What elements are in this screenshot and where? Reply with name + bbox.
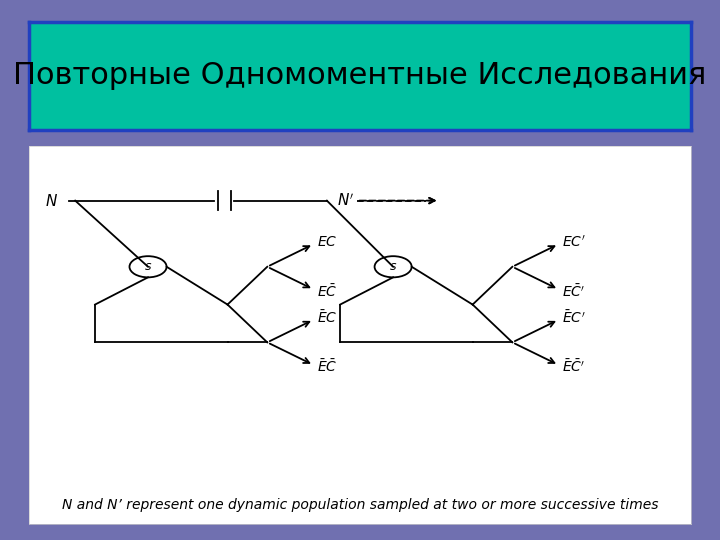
Text: s: s <box>145 260 151 273</box>
Text: N and N’ represent one dynamic population sampled at two or more successive time: N and N’ represent one dynamic populatio… <box>62 498 658 512</box>
Text: s: s <box>390 260 397 273</box>
Text: $EC'$: $EC'$ <box>562 234 586 250</box>
Text: $\bar{E}\bar{C}$: $\bar{E}\bar{C}$ <box>317 359 338 375</box>
Text: $E\bar{C}'$: $E\bar{C}'$ <box>562 283 585 300</box>
Text: $E\bar{C}$: $E\bar{C}$ <box>317 283 338 300</box>
Text: $EC$: $EC$ <box>317 235 338 249</box>
Text: $\bar{E}C$: $\bar{E}C$ <box>317 309 338 326</box>
Text: $\bar{E}\bar{C}'$: $\bar{E}\bar{C}'$ <box>562 359 585 375</box>
Text: $N'$: $N'$ <box>337 192 354 209</box>
Text: $\bar{E}C'$: $\bar{E}C'$ <box>562 309 586 326</box>
Text: Повторные Одномоментные Исследования: Повторные Одномоментные Исследования <box>13 61 707 90</box>
Text: $N$: $N$ <box>45 193 58 208</box>
